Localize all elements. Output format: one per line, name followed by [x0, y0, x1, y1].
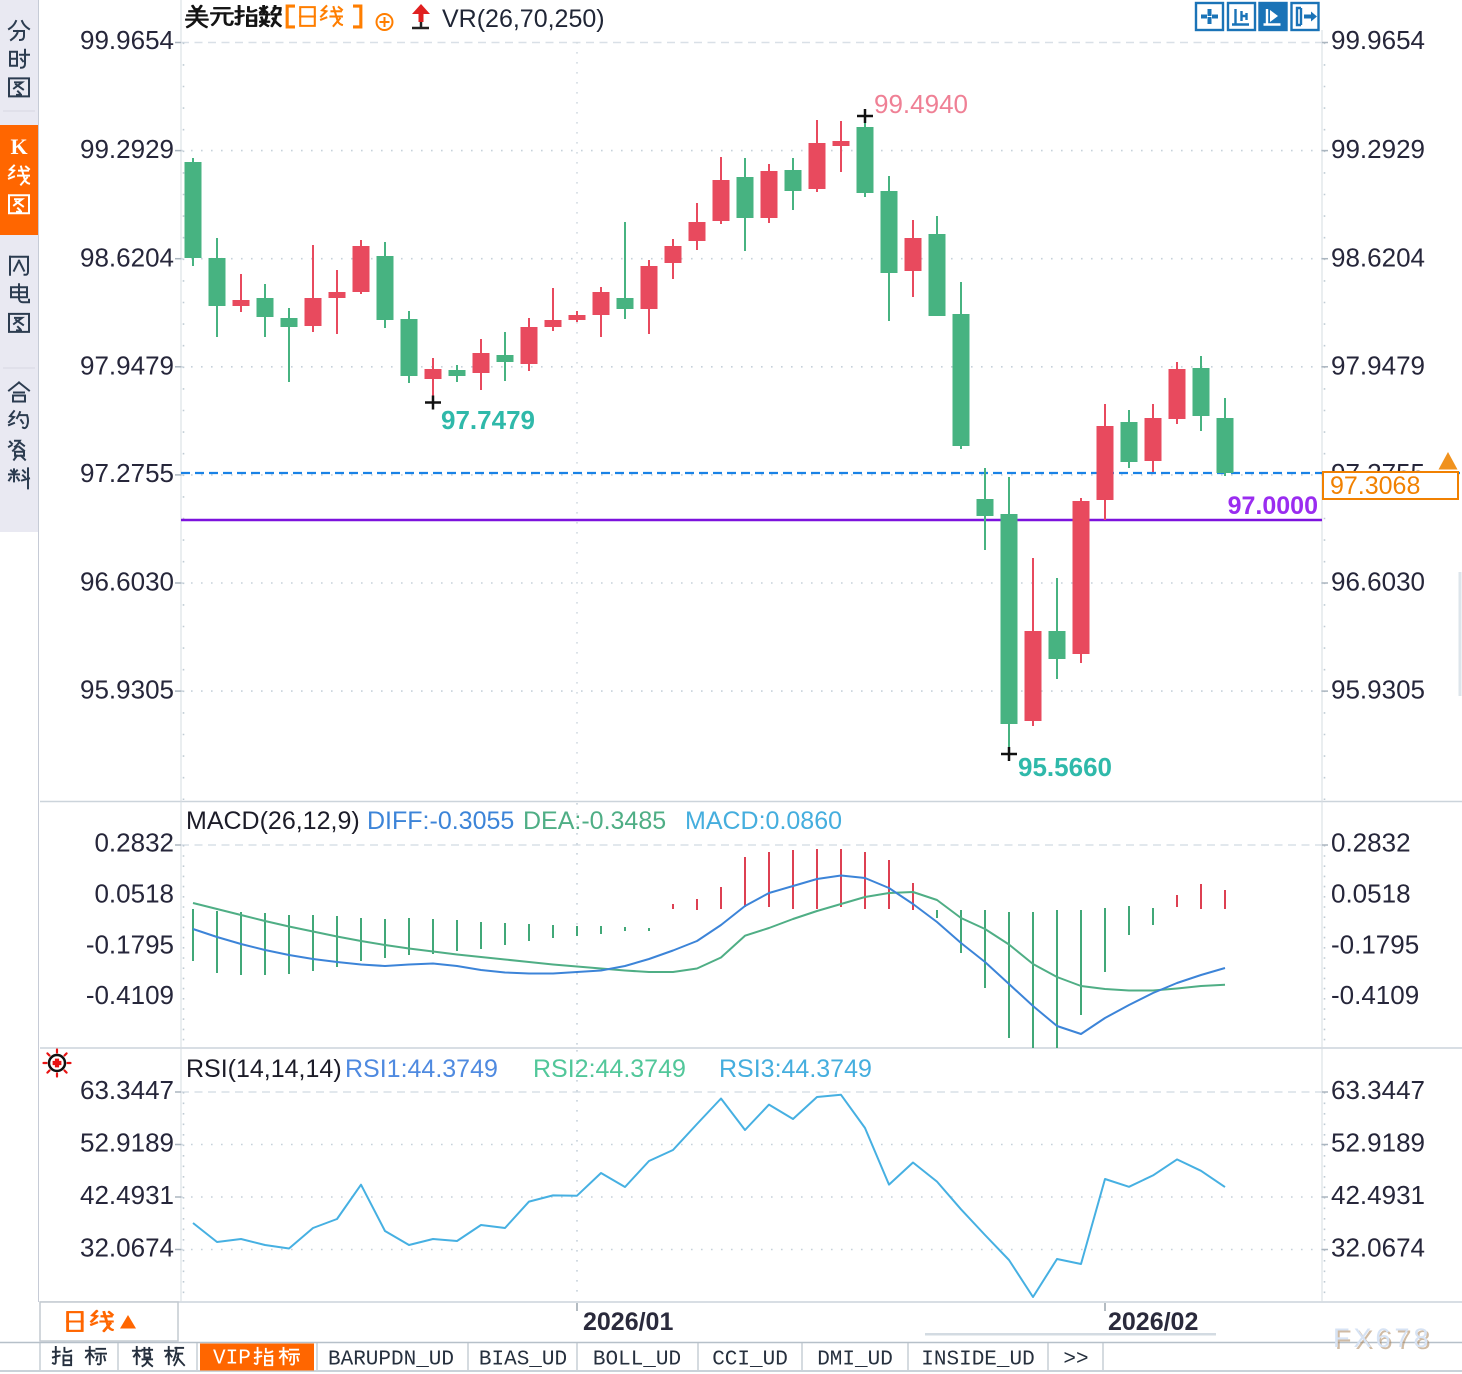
svg-text:95.5660: 95.5660 — [1018, 752, 1112, 782]
svg-text:97.2755: 97.2755 — [80, 458, 174, 488]
svg-text:FX678: FX678 — [1333, 1323, 1433, 1353]
svg-text:0.0518: 0.0518 — [1331, 878, 1411, 908]
svg-text:96.6030: 96.6030 — [1331, 566, 1425, 596]
svg-text:2026/01: 2026/01 — [583, 1308, 673, 1336]
svg-text:-0.1795: -0.1795 — [86, 929, 174, 959]
svg-text:52.9189: 52.9189 — [80, 1128, 174, 1158]
svg-text:42.4931: 42.4931 — [1331, 1180, 1425, 1210]
svg-text:>>: >> — [1063, 1349, 1088, 1372]
svg-text:BARUPDN_UD: BARUPDN_UD — [328, 1349, 454, 1372]
svg-text:95.9305: 95.9305 — [1331, 675, 1425, 705]
svg-text:K: K — [10, 134, 27, 159]
svg-text:0.0518: 0.0518 — [94, 878, 174, 908]
svg-text:VIP: VIP — [213, 1348, 251, 1371]
svg-text:99.9654: 99.9654 — [80, 25, 174, 55]
svg-text:97.7479: 97.7479 — [441, 405, 535, 435]
svg-text:99.2929: 99.2929 — [1331, 134, 1425, 164]
svg-text:-0.4109: -0.4109 — [86, 980, 174, 1010]
svg-text:2026/02: 2026/02 — [1108, 1308, 1198, 1336]
svg-text:BIAS_UD: BIAS_UD — [479, 1349, 567, 1372]
svg-text:0.2832: 0.2832 — [1331, 828, 1411, 858]
svg-text:RSI2:44.3749: RSI2:44.3749 — [533, 1055, 686, 1083]
svg-text:-0.4109: -0.4109 — [1331, 980, 1419, 1010]
svg-text:DMI_UD: DMI_UD — [817, 1349, 893, 1372]
svg-text:42.4931: 42.4931 — [80, 1180, 174, 1210]
svg-text:98.6204: 98.6204 — [1331, 242, 1425, 272]
svg-text:0.2832: 0.2832 — [94, 828, 174, 858]
svg-text:DEA:-0.3485: DEA:-0.3485 — [523, 807, 666, 835]
svg-text:52.9189: 52.9189 — [1331, 1128, 1425, 1158]
svg-text:VR(26,70,250): VR(26,70,250) — [442, 5, 605, 33]
svg-text:RSI3:44.3749: RSI3:44.3749 — [719, 1055, 872, 1083]
svg-text:99.2929: 99.2929 — [80, 134, 174, 164]
svg-text:RSI(14,14,14): RSI(14,14,14) — [186, 1055, 342, 1083]
svg-text:INSIDE_UD: INSIDE_UD — [921, 1349, 1034, 1372]
svg-text:97.9479: 97.9479 — [80, 351, 174, 381]
svg-text:DIFF:-0.3055: DIFF:-0.3055 — [367, 807, 514, 835]
svg-text:99.4940: 99.4940 — [874, 89, 968, 119]
svg-text:RSI1:44.3749: RSI1:44.3749 — [345, 1055, 498, 1083]
svg-text:97.0000: 97.0000 — [1228, 492, 1318, 520]
svg-text:MACD(26,12,9): MACD(26,12,9) — [186, 807, 360, 835]
svg-text:32.0674: 32.0674 — [1331, 1233, 1425, 1263]
svg-text:32.0674: 32.0674 — [80, 1233, 174, 1263]
svg-text:95.9305: 95.9305 — [80, 675, 174, 705]
svg-text:63.3447: 63.3447 — [1331, 1075, 1425, 1105]
svg-text:97.3068: 97.3068 — [1330, 472, 1420, 500]
svg-text:96.6030: 96.6030 — [80, 566, 174, 596]
svg-text:-0.1795: -0.1795 — [1331, 929, 1419, 959]
svg-text:98.6204: 98.6204 — [80, 242, 174, 272]
svg-text:97.9479: 97.9479 — [1331, 351, 1425, 381]
svg-text:MACD:0.0860: MACD:0.0860 — [685, 807, 842, 835]
svg-text:63.3447: 63.3447 — [80, 1075, 174, 1105]
svg-text:CCI_UD: CCI_UD — [712, 1349, 788, 1372]
svg-text:99.9654: 99.9654 — [1331, 25, 1425, 55]
svg-text:BOLL_UD: BOLL_UD — [593, 1349, 681, 1372]
